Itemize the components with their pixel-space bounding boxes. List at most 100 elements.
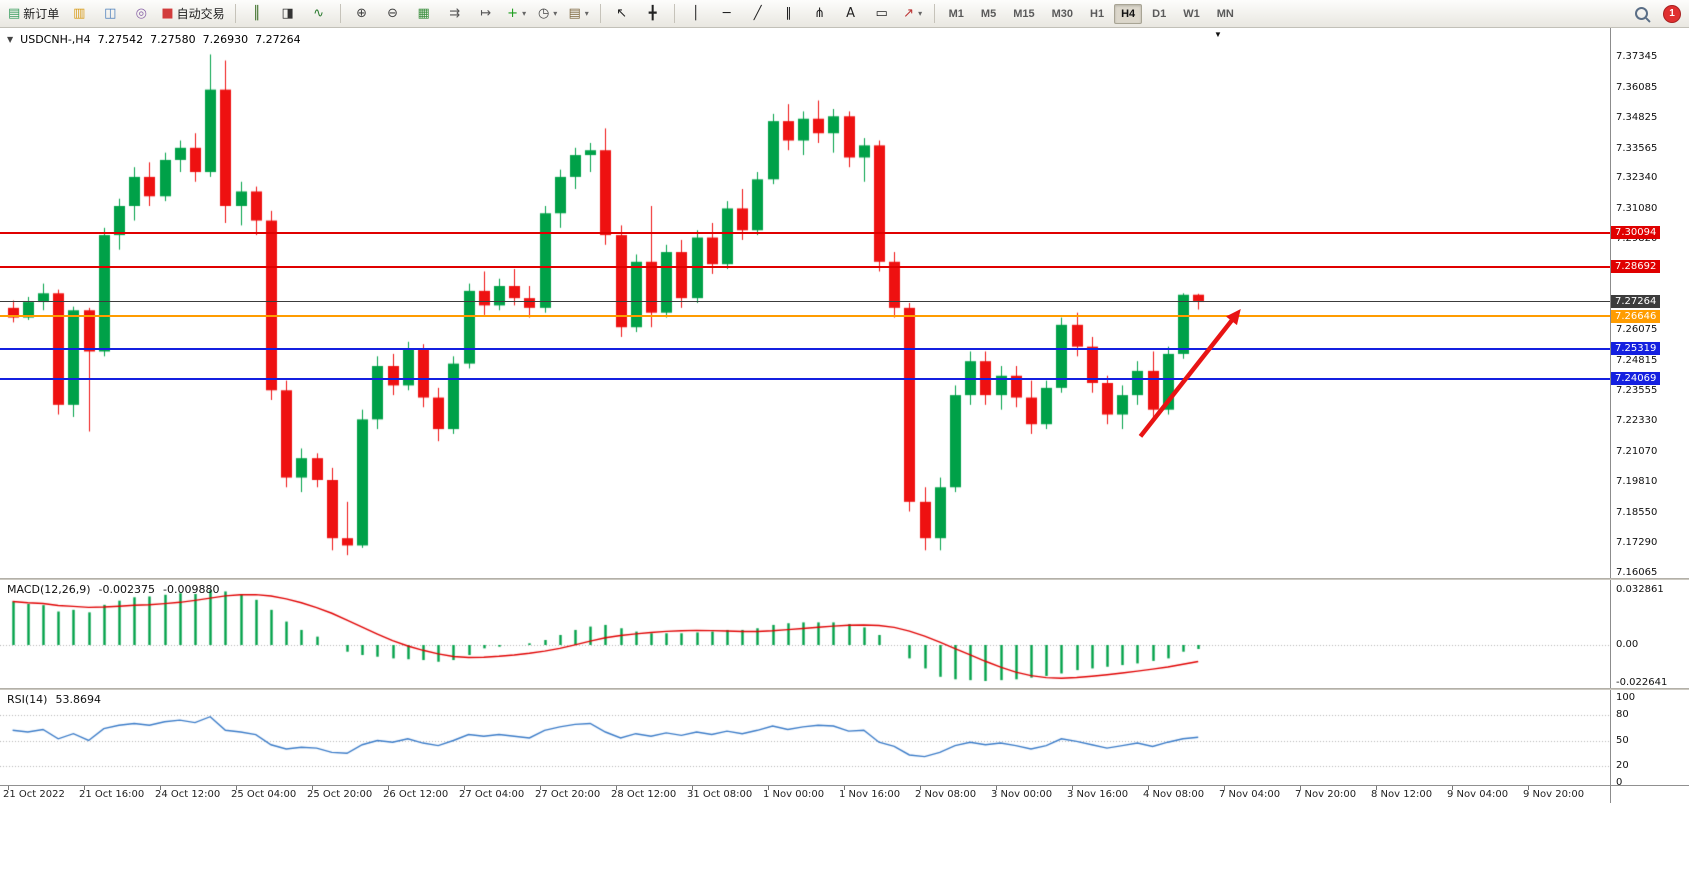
time-axis-tick: [1224, 786, 1225, 790]
timeframe-button-w1[interactable]: W1: [1183, 7, 1200, 20]
horizontal-line-icon: ─: [722, 6, 731, 21]
macd-panel-canvas[interactable]: [0, 580, 1610, 688]
notification-badge[interactable]: 1: [1663, 4, 1681, 23]
tile-windows-button[interactable]: ▦: [409, 3, 439, 25]
timeframe-button-h1[interactable]: H1: [1090, 7, 1105, 20]
panel-separator[interactable]: [0, 688, 1689, 690]
templates-icon: ▤: [568, 6, 581, 21]
macd-signal-value: -0.009880: [163, 583, 220, 596]
time-axis-label: 9 Nov 04:00: [1447, 789, 1509, 800]
timeframe-button-m15[interactable]: M15: [1013, 7, 1035, 20]
tile-windows-icon: ▦: [417, 6, 430, 21]
line-chart-icon: ∿: [313, 6, 325, 21]
current-price-line[interactable]: [0, 300, 1610, 302]
data-window-button[interactable]: ◫: [95, 3, 125, 25]
time-axis-label: 3 Nov 00:00: [991, 789, 1053, 800]
timeframe-button-m30[interactable]: M30: [1051, 7, 1073, 20]
trendline-icon: ╱: [753, 6, 762, 21]
vertical-line-icon: │: [691, 6, 700, 21]
dropdown-caret-icon: ▾: [553, 9, 558, 18]
price-axis-label: 7.37345: [1616, 51, 1658, 62]
toolbar-separator: [234, 4, 236, 23]
macd-name: MACD(12,26,9): [7, 583, 91, 596]
bar-chart-icon: ║: [252, 6, 261, 21]
toolbar-separator: [599, 4, 601, 23]
level-line-orange[interactable]: [0, 315, 1610, 318]
line-chart-button[interactable]: ∿: [304, 3, 334, 25]
price-axis-label: 7.26075: [1616, 324, 1658, 336]
time-axis-label: 21 Oct 16:00: [79, 789, 145, 800]
time-axis-tick: [616, 786, 617, 790]
horizontal-line-button[interactable]: ─: [712, 3, 742, 25]
timeframe-button-d1[interactable]: D1: [1152, 7, 1167, 20]
chart-symbol-period: USDCNH-,H4: [20, 33, 91, 46]
time-axis-label: 25 Oct 20:00: [307, 789, 373, 800]
crosshair-button[interactable]: ╋: [638, 3, 668, 25]
time-axis-label: 26 Oct 12:00: [383, 789, 449, 800]
indicators-button[interactable]: + ▾: [502, 3, 532, 25]
time-axis-tick: [1148, 786, 1149, 790]
vertical-line-button[interactable]: │: [681, 3, 711, 25]
arrows-button[interactable]: ↗ ▾: [898, 3, 928, 25]
price-axis[interactable]: 7.30094 7.28692 7.27264 7.26646 7.25319 7.240…: [1611, 28, 1689, 803]
market-watch-button[interactable]: ▥: [64, 3, 94, 25]
chart-shift-icon: ↦: [480, 6, 492, 21]
time-axis-tick: [1072, 786, 1073, 790]
resistance-line-1-price-tag: 7.30094: [1611, 226, 1661, 240]
auto-scroll-button[interactable]: ⇉: [440, 3, 470, 25]
rsi-panel-canvas[interactable]: [0, 690, 1610, 785]
support-line-2[interactable]: [0, 377, 1610, 380]
price-axis-label: 7.17290: [1616, 537, 1658, 549]
chart-shift-button[interactable]: ↦: [471, 3, 501, 25]
support-line-1[interactable]: [0, 347, 1610, 350]
timeframe-button-mn[interactable]: MN: [1216, 7, 1234, 20]
trendline-button[interactable]: ╱: [743, 3, 773, 25]
time-axis-tick: [1376, 786, 1377, 790]
timeframe-button-m5[interactable]: M5: [980, 7, 997, 20]
text-label-icon: ▭: [875, 6, 888, 21]
auto-scroll-icon: ⇉: [449, 6, 461, 21]
resistance-line-2[interactable]: [0, 265, 1610, 268]
autotrading-button[interactable]: ■ 自动交易: [157, 3, 228, 25]
navigator-button[interactable]: ◎: [126, 3, 156, 25]
price-axis-label: 7.22330: [1616, 415, 1658, 427]
autotrading-icon: ■: [161, 6, 174, 21]
text-label-button[interactable]: ▭: [867, 3, 897, 25]
main-chart-canvas[interactable]: [0, 28, 1610, 578]
timeframe-button-h4[interactable]: H4: [1114, 3, 1143, 24]
price-axis-divider: [1610, 28, 1611, 803]
rsi-axis-label: 100: [1616, 692, 1636, 703]
search-button[interactable]: [1626, 3, 1656, 25]
bar-low-value: 7.26930: [202, 33, 249, 46]
cursor-button[interactable]: ↖: [607, 3, 637, 25]
candlestick-chart-button[interactable]: ◨: [273, 3, 303, 25]
autotrading-label: 自动交易: [176, 7, 225, 21]
current-price-line-price-tag: 7.27264: [1611, 294, 1661, 308]
one-click-trading-toggle-icon[interactable]: ▼: [7, 35, 14, 44]
chart-shift-marker-icon[interactable]: ▼: [1213, 30, 1222, 39]
rsi-name: RSI(14): [7, 693, 48, 706]
timeframe-button-m1[interactable]: M1: [948, 7, 964, 20]
time-axis[interactable]: 21 Oct 2022 21 Oct 16:00 24 Oct 12:00 25 Oc…: [0, 785, 1689, 804]
periods-button[interactable]: ◷ ▾: [533, 3, 563, 25]
zoom-out-button[interactable]: ⊖: [378, 3, 408, 25]
macd-axis-label: 0.00: [1616, 639, 1639, 650]
level-line-orange-price-tag: 7.26646: [1611, 309, 1661, 323]
resistance-line-1[interactable]: [0, 231, 1610, 234]
panel-separator[interactable]: [0, 578, 1689, 580]
time-axis-tick: [996, 786, 997, 790]
templates-button[interactable]: ▤ ▾: [564, 3, 594, 25]
bar-close-value: 7.27264: [255, 33, 301, 46]
new-order-button[interactable]: ▤ 新订单: [4, 3, 63, 25]
time-axis-tick: [388, 786, 389, 790]
time-axis-label: 28 Oct 12:00: [611, 789, 677, 800]
time-axis-label: 27 Oct 20:00: [535, 789, 601, 800]
fibonacci-button[interactable]: ⋔: [805, 3, 835, 25]
equidistant-channel-button[interactable]: ∥: [774, 3, 804, 25]
bar-chart-button[interactable]: ║: [242, 3, 272, 25]
text-button[interactable]: A: [836, 3, 866, 25]
zoom-in-button[interactable]: ⊕: [347, 3, 377, 25]
equidistant-channel-icon: ∥: [785, 6, 792, 21]
time-axis-tick: [464, 786, 465, 790]
